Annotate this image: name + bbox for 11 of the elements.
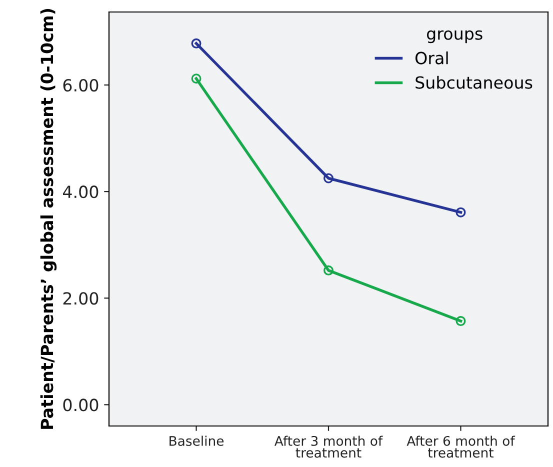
legend-label: Subcutaneous <box>416 76 532 89</box>
legend-label: Oral <box>415 51 448 64</box>
y-tick-label: 2.00 <box>63 292 98 305</box>
y-tick-label: 0.00 <box>63 398 98 412</box>
y-tick-label: 4.00 <box>62 186 98 198</box>
y-tick-label: 6.00 <box>63 78 98 92</box>
x-tick-label: Baseline <box>170 436 224 446</box>
x-tick-label: After 3 month of treatment <box>274 436 383 458</box>
legend-title: groups <box>426 30 482 44</box>
x-tick-label: After 6 month of treatment <box>406 436 516 458</box>
y-axis-title: Patient/Parents’ global assessment (0-10cm) <box>40 8 57 429</box>
